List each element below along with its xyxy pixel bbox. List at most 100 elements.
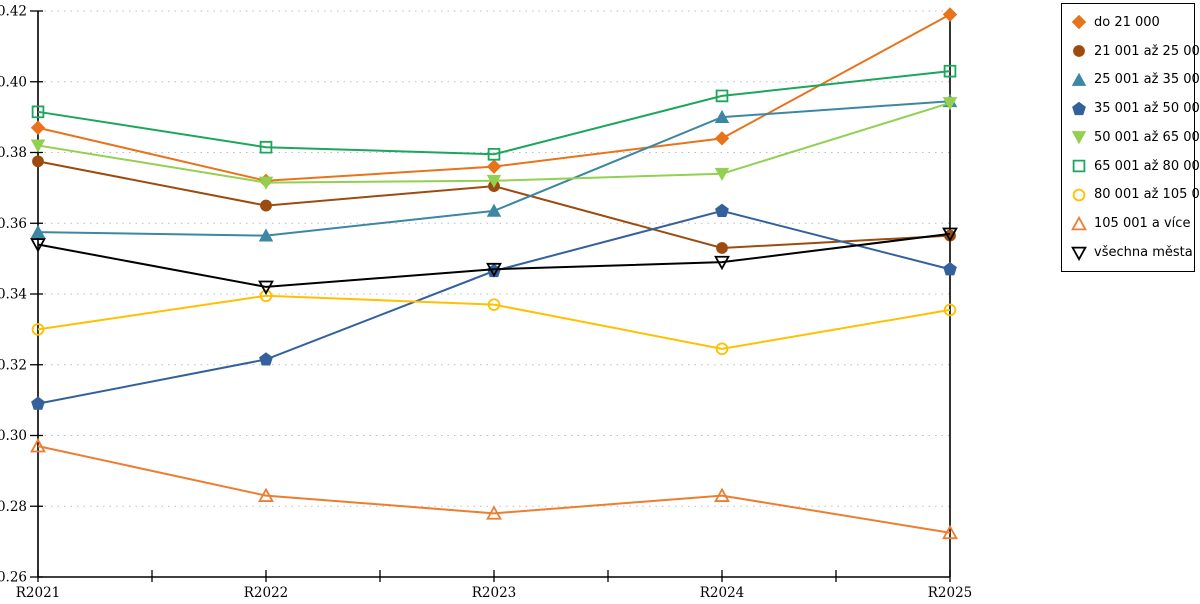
- legend-label: 25 001 až 35 000: [1094, 72, 1200, 88]
- legend: do 21 000 21 001 až 25 000 25 001 až 35 00…: [1061, 3, 1200, 272]
- y-tick-label: 0.36: [0, 216, 27, 232]
- data-point-marker: [259, 140, 273, 154]
- data-point-marker: [486, 203, 502, 217]
- y-tick-label: 0.40: [0, 74, 27, 90]
- x-tick-label: R2022: [244, 585, 289, 600]
- data-point-marker: [1072, 101, 1086, 115]
- data-point-marker: [30, 238, 46, 253]
- series-line: [37, 232, 951, 288]
- data-point-marker: [1071, 72, 1087, 86]
- series-50-001-až-65-000: [30, 97, 958, 190]
- data-point-marker: [715, 342, 729, 356]
- data-point-marker: [486, 505, 502, 520]
- data-point-marker: [714, 167, 730, 181]
- data-point-marker: [1071, 15, 1087, 30]
- data-point-marker: [943, 64, 957, 78]
- data-point-marker: [31, 323, 45, 336]
- data-point-marker: [31, 396, 45, 410]
- data-point-marker: [258, 280, 274, 295]
- data-point-marker: [487, 298, 501, 311]
- series-line: [37, 209, 951, 405]
- data-point-marker: [32, 155, 44, 168]
- data-point-marker: [714, 131, 730, 146]
- legend-marker-icon: [1073, 45, 1085, 58]
- series-line: [37, 13, 951, 182]
- y-tick-label: 0.30: [0, 428, 27, 444]
- data-point-marker: [942, 524, 958, 540]
- data-point-marker: [486, 174, 502, 189]
- y-tick-label: 0.38: [0, 145, 27, 161]
- data-point-marker: [943, 262, 957, 276]
- data-point-marker: [942, 227, 958, 242]
- data-point-marker: [258, 487, 274, 502]
- legend-label: 35 001 až 50 000: [1094, 101, 1200, 117]
- legend-label: 80 001 až 105 000: [1094, 187, 1200, 203]
- legend-marker-icon: [1071, 15, 1087, 30]
- x-tick-label: R2023: [472, 585, 517, 600]
- y-tick-label: 0.32: [0, 357, 27, 373]
- series-35-001-až-50-000: [31, 203, 957, 410]
- legend-item: 105 001 a více: [1071, 213, 1194, 235]
- y-tick-label: 0.26: [0, 570, 27, 586]
- legend-marker-icon: [1071, 72, 1087, 86]
- legend-label: do 21 000: [1094, 14, 1160, 30]
- series-všechna-města: [30, 227, 958, 295]
- data-point-marker: [259, 289, 273, 303]
- y-tick-label: 0.42: [0, 4, 27, 20]
- series-80-001-až-105-000: [31, 289, 957, 356]
- data-point-marker: [714, 487, 730, 502]
- legend-item: do 21 000: [1071, 11, 1194, 33]
- legend-item: všechna města: [1071, 242, 1194, 264]
- data-point-marker: [260, 199, 272, 212]
- series-105-001-a-více: [30, 438, 958, 540]
- x-tick-label: R2024: [700, 585, 745, 600]
- data-point-marker: [714, 255, 730, 271]
- series-line: [37, 294, 951, 350]
- legend-item: 25 001 až 35 000: [1071, 69, 1200, 91]
- legend-marker-icon: [1071, 215, 1087, 231]
- x-tick-label: R2025: [928, 585, 973, 600]
- data-point-marker: [942, 97, 958, 111]
- y-tick-label: 0.34: [0, 287, 27, 303]
- data-point-marker: [258, 228, 274, 242]
- data-point-marker: [486, 262, 502, 278]
- legend-marker-icon: [1072, 101, 1086, 115]
- data-point-marker: [30, 120, 46, 135]
- legend-item: 50 001 až 65 000: [1071, 126, 1200, 148]
- data-point-marker: [1072, 159, 1086, 173]
- data-point-marker: [30, 224, 46, 238]
- series-do-21-000: [30, 7, 958, 189]
- legend-label: 50 001 až 65 000: [1094, 129, 1200, 145]
- legend-marker-icon: [1071, 246, 1087, 261]
- legend-item: 80 001 až 105 000: [1071, 184, 1200, 206]
- legend-item: 65 001 až 80 000: [1071, 155, 1200, 177]
- legend-label: 105 001 a více: [1094, 216, 1191, 232]
- series-65-001-až-80-000: [31, 64, 957, 161]
- series-line: [37, 70, 951, 156]
- legend-marker-icon: [1071, 131, 1087, 145]
- legend-label: 65 001 až 80 000: [1094, 158, 1200, 174]
- legend-marker-icon: [1072, 188, 1086, 202]
- data-point-marker: [942, 7, 958, 22]
- data-point-marker: [486, 159, 502, 174]
- data-point-marker: [1071, 131, 1087, 145]
- x-tick-label: R2021: [16, 585, 61, 600]
- data-point-marker: [30, 438, 46, 453]
- legend-marker-icon: [1072, 159, 1086, 173]
- data-point-marker: [943, 303, 957, 317]
- data-point-marker: [258, 176, 274, 190]
- data-point-marker: [1071, 246, 1087, 261]
- y-tick-label: 0.28: [0, 499, 27, 515]
- data-point-marker: [259, 352, 273, 366]
- data-point-marker: [487, 147, 501, 161]
- data-point-marker: [1073, 45, 1085, 58]
- legend-item: 21 001 až 25 000: [1071, 40, 1200, 62]
- legend-item: 35 001 až 50 000: [1071, 98, 1200, 120]
- legend-label: všechna města: [1094, 245, 1193, 260]
- legend-label: 21 001 až 25 000: [1094, 43, 1200, 59]
- data-point-marker: [1071, 215, 1087, 231]
- data-point-marker: [1072, 188, 1086, 202]
- data-point-marker: [30, 139, 46, 153]
